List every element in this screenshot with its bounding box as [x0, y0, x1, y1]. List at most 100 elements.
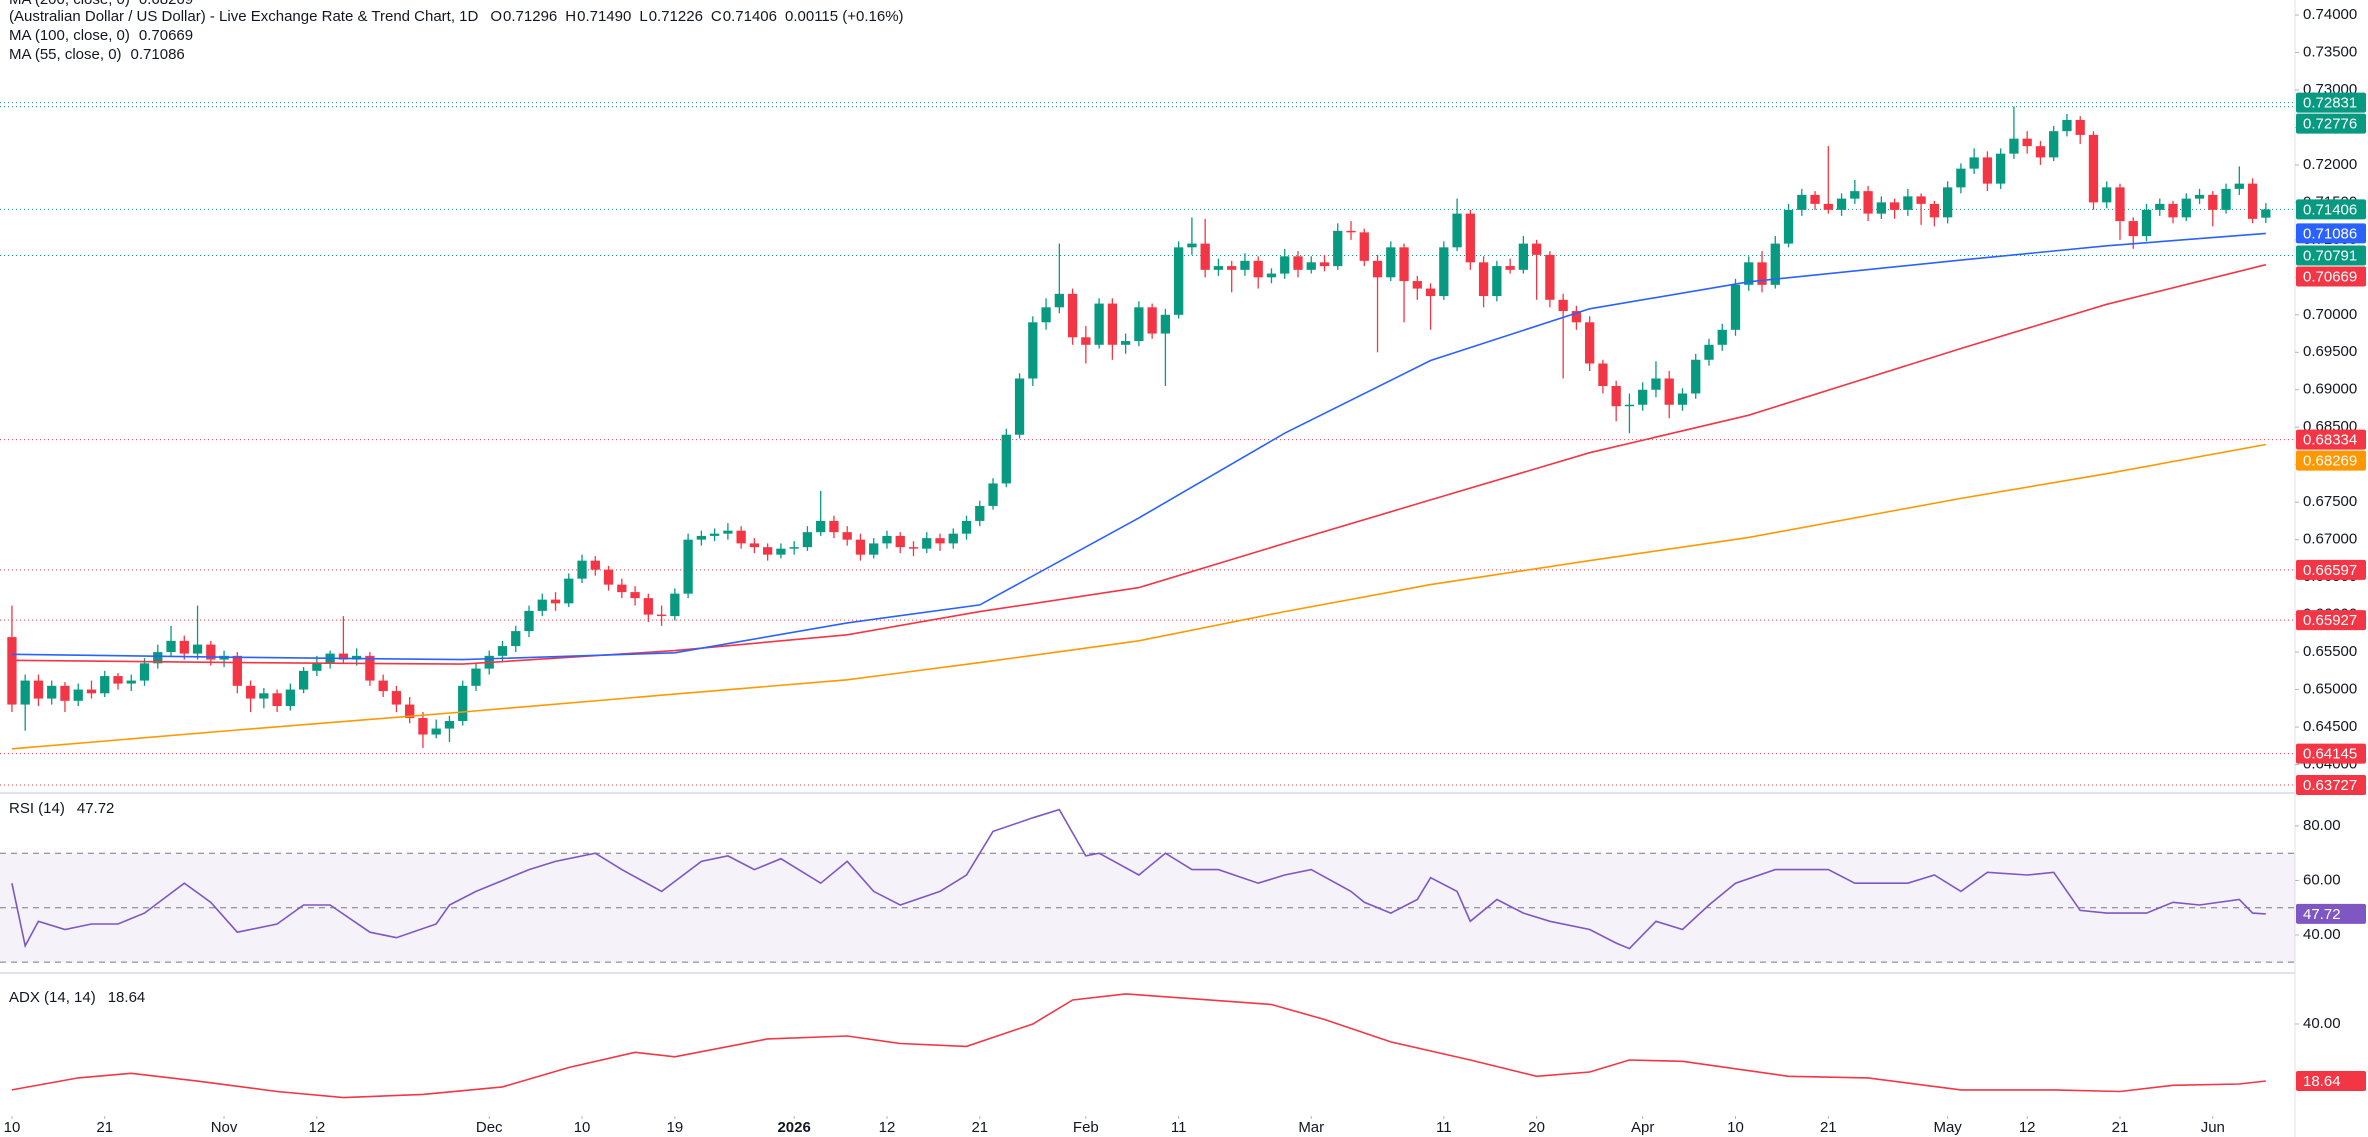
x-tick-label: Feb: [1073, 1119, 1099, 1136]
candle-body: [564, 578, 574, 604]
candle-body: [1996, 153, 2006, 184]
marks-layer: [7, 106, 2271, 1099]
x-tick-label: 21: [971, 1119, 988, 1136]
x-tick-label: Nov: [211, 1119, 238, 1136]
candle-body: [1001, 434, 1011, 484]
candle-body: [47, 685, 57, 699]
candle-body: [1982, 157, 1993, 184]
x-tick-label: 21: [2112, 1119, 2129, 1136]
price-badge: [2296, 92, 2366, 113]
candle-body: [1253, 260, 1263, 278]
y-tick-label: 0.67000: [2303, 531, 2357, 548]
ohlc-label: L: [639, 8, 647, 25]
candle-body: [1810, 194, 1820, 204]
legend-value: 0.71086: [131, 46, 185, 63]
candle-body: [656, 614, 667, 617]
y-tick-label: 0.65000: [2303, 681, 2357, 698]
candle-body: [816, 520, 826, 533]
candle-body: [1439, 247, 1449, 297]
candle-body: [908, 547, 919, 549]
price-badge: [2296, 903, 2366, 924]
indicator-line: [11, 232, 2266, 661]
candle-body: [471, 668, 481, 686]
candle-body: [1611, 386, 1621, 407]
candle-body: [988, 483, 998, 506]
x-tick-label: 20: [1528, 1119, 1545, 1136]
candle-body: [139, 663, 150, 681]
candle-body: [895, 535, 905, 548]
candle-body: [1134, 307, 1144, 342]
candle-body: [20, 680, 30, 705]
price-badge-label: 0.70791: [2303, 247, 2357, 264]
price-badge: [2296, 743, 2366, 764]
candle-body: [537, 599, 547, 611]
price-badge: [2296, 223, 2366, 244]
price-badge-label: 0.72831: [2303, 95, 2357, 112]
x-tick-label: Apr: [1631, 1119, 1654, 1136]
candle-body: [763, 547, 773, 555]
candle-body: [1306, 262, 1316, 270]
y-tick-label: 0.72000: [2303, 156, 2357, 173]
ohlc-value: 0.71406: [723, 8, 777, 25]
candle-body: [603, 569, 614, 585]
candle-body: [1929, 203, 1940, 218]
candle-body: [1850, 191, 1860, 199]
candle-body: [1889, 202, 1900, 210]
candle-body: [723, 530, 733, 534]
indicator-value: 18.64: [108, 989, 146, 1006]
candle-body: [7, 637, 17, 705]
candle-body: [60, 685, 70, 701]
candle-body: [1956, 168, 1966, 188]
y-tick-label: 0.73500: [2303, 43, 2357, 60]
chart-title: (Australian Dollar / US Dollar) - Live E…: [9, 8, 479, 25]
candle-body: [1531, 243, 1542, 255]
candle-body: [1094, 303, 1104, 345]
candle-body: [1916, 196, 1926, 204]
candle-body: [709, 533, 720, 536]
badges-layer: 0.72831 0.72776 0.71406 0.71086 0.70791 0.706…: [2296, 92, 2366, 1091]
candle-body: [1014, 378, 1025, 435]
indicator-line: [11, 808, 2266, 950]
candle-body: [736, 530, 746, 544]
candle-body: [1664, 378, 1674, 405]
candle-body: [100, 676, 110, 694]
candle-body: [1942, 187, 1953, 218]
candle-body: [272, 693, 282, 707]
price-badge: [2296, 1070, 2366, 1091]
y-tick-label: 0.64500: [2303, 718, 2357, 735]
indicator-name: ADX (14, 14): [9, 989, 96, 1006]
candle-body: [961, 520, 972, 534]
candle-body: [1863, 191, 1873, 214]
candle-body: [670, 593, 680, 617]
candle-body: [1730, 284, 1741, 330]
candle-body: [2234, 183, 2244, 189]
candle-body: [206, 644, 216, 660]
legend-name: MA (55, close, 0): [9, 46, 122, 63]
price-badge-label: 0.72776: [2303, 116, 2357, 133]
candle-body: [1478, 262, 1489, 297]
candle-body: [577, 560, 587, 579]
candle-body: [418, 718, 428, 735]
y-tick-label: 60.00: [2303, 871, 2341, 888]
candle-body: [842, 532, 852, 540]
candle-body: [1346, 230, 1356, 233]
candle-body: [1704, 344, 1714, 360]
candle-body: [935, 538, 945, 544]
candle-body: [153, 652, 163, 664]
candle-body: [1425, 288, 1436, 297]
candle-body: [630, 592, 640, 599]
ohlc-label: C: [711, 8, 722, 25]
y-tick-label: 0.67500: [2303, 493, 2357, 510]
candle-body: [2194, 194, 2205, 199]
candle-body: [352, 655, 362, 660]
candle-body: [1969, 157, 1979, 169]
price-badge-label: 0.65927: [2303, 612, 2357, 629]
candle-body: [1041, 307, 1051, 323]
candle-body: [431, 728, 441, 735]
candle-body: [1028, 322, 1038, 379]
candle-body: [1598, 363, 1608, 387]
candle-body: [2075, 119, 2085, 135]
candle-body: [1770, 243, 1780, 285]
candle-body: [869, 543, 879, 555]
price-badge: [2296, 774, 2366, 795]
